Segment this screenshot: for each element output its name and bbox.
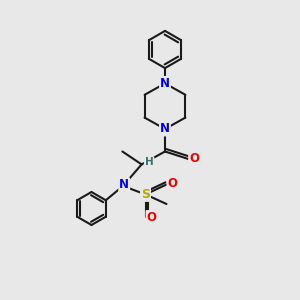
Text: N: N bbox=[160, 77, 170, 90]
Text: N: N bbox=[119, 178, 129, 191]
Text: O: O bbox=[146, 211, 157, 224]
Text: H: H bbox=[145, 157, 154, 167]
Text: S: S bbox=[141, 188, 150, 201]
Text: O: O bbox=[167, 177, 178, 190]
Text: O: O bbox=[189, 152, 199, 165]
Text: N: N bbox=[160, 122, 170, 136]
